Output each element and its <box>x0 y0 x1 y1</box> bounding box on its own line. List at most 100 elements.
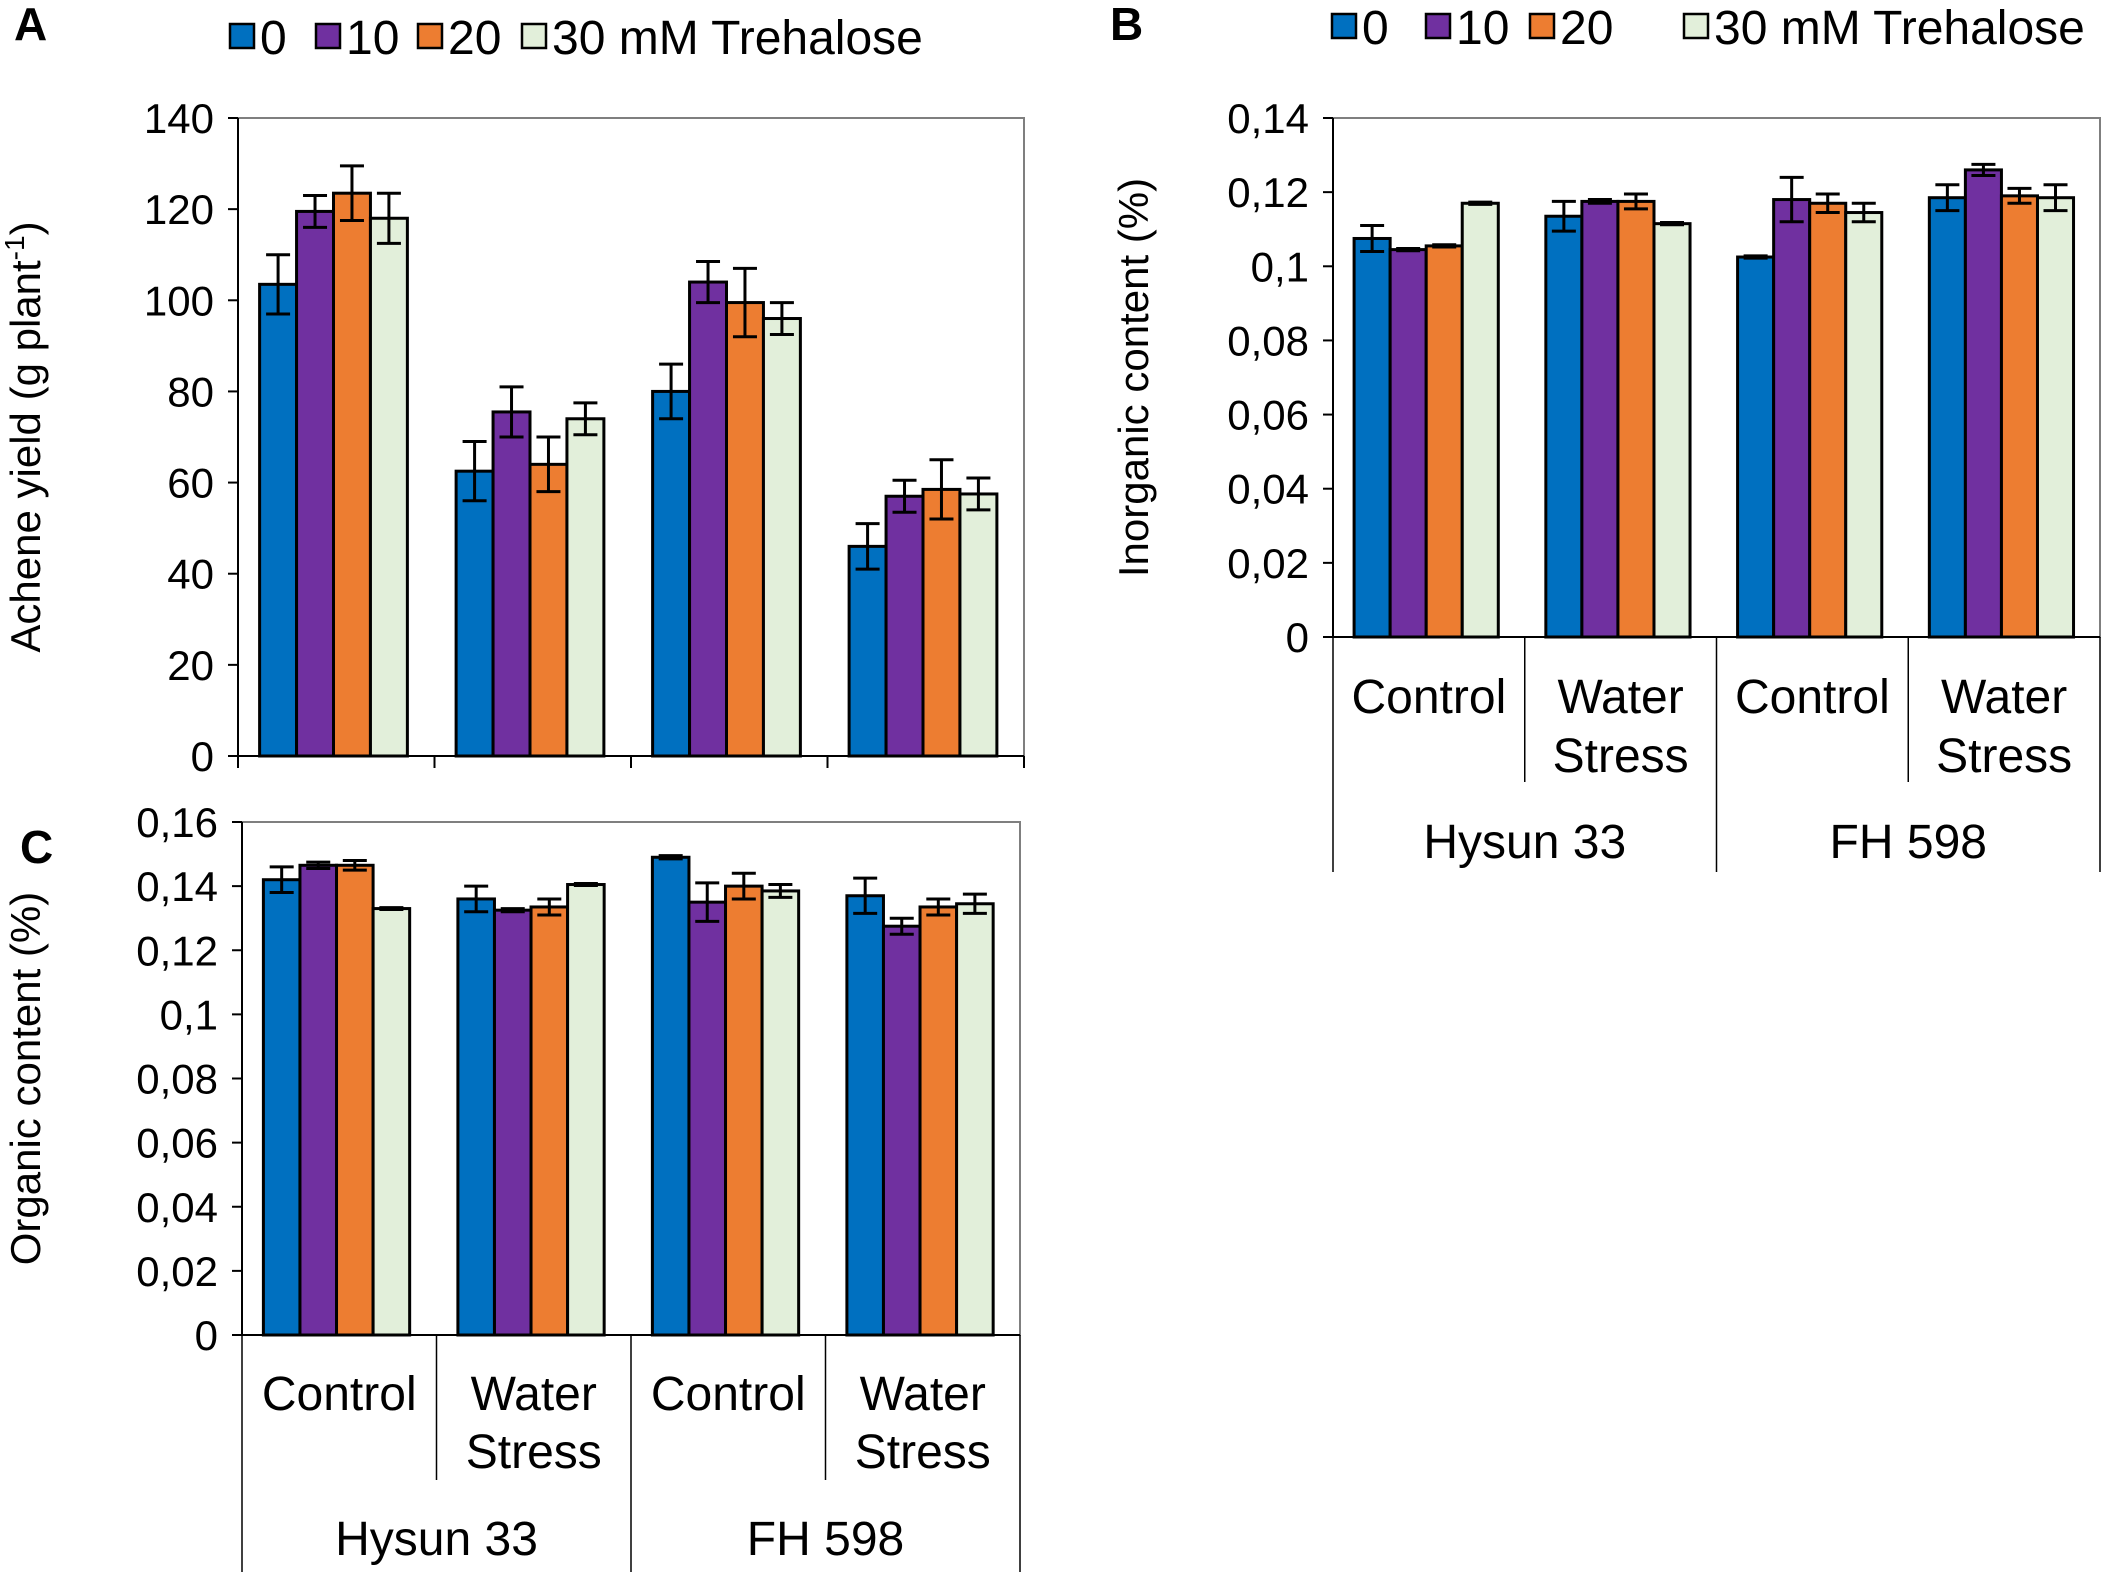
category-label-line1: Water <box>1941 671 2067 724</box>
y-tick-label: 0,02 <box>1227 540 1309 587</box>
y-axis-title: Organic content (%) <box>2 892 49 1266</box>
bar <box>1999 194 2039 639</box>
bar <box>1736 255 1776 639</box>
bar <box>845 894 885 1337</box>
y-tick-label: 140 <box>144 95 214 142</box>
bar <box>1616 199 1656 639</box>
bar <box>335 863 375 1337</box>
y-tick-label: 80 <box>167 368 214 415</box>
bar <box>528 462 569 758</box>
y-tick-label: 20 <box>167 642 214 689</box>
category-label: Control <box>1352 671 1507 724</box>
bar <box>1580 199 1620 639</box>
bar <box>492 908 533 1337</box>
y-tick-label: 0 <box>195 1312 218 1359</box>
bar <box>881 924 922 1337</box>
y-tick-label: 0,14 <box>136 863 218 910</box>
bar <box>1772 198 1812 639</box>
bar <box>761 317 802 758</box>
y-tick-label: 0,16 <box>136 799 218 846</box>
category-label: Control <box>651 1368 806 1421</box>
bar <box>298 863 339 1337</box>
y-axis-title: Inorganic content (%) <box>1110 178 1157 577</box>
bar <box>760 889 801 1337</box>
y-tick-label: 100 <box>144 277 214 324</box>
bar <box>687 900 728 1337</box>
bar <box>2035 196 2076 639</box>
legend-swatch-0 <box>228 22 256 50</box>
legend-swatch-1 <box>1424 12 1452 40</box>
bar <box>261 878 302 1337</box>
bar <box>1460 201 1500 639</box>
legend-label-1: 10 <box>346 12 399 65</box>
y-tick-label: 0,14 <box>1227 95 1309 142</box>
bar <box>651 389 692 758</box>
panel-c: C 0 0,02 0,04 0,06 0,08 0,1 0,12 0,14 0,16 Organic… <box>2 799 1021 1572</box>
bar <box>566 883 606 1337</box>
legend-swatch-0 <box>1330 12 1358 40</box>
bar <box>1927 196 1967 639</box>
category-label-line1: Water <box>1558 671 1684 724</box>
bar <box>1388 248 1428 639</box>
legend-label-1: 10 <box>1456 2 1509 55</box>
legend-label-2: 20 <box>1560 2 1613 55</box>
legend-swatch-2 <box>1528 12 1556 40</box>
legend-swatch-1 <box>314 22 342 50</box>
legend-label-3: 30 mM Trehalose <box>552 12 923 65</box>
legend-swatch-3 <box>520 22 548 50</box>
group-label: Hysun 33 <box>335 1513 538 1566</box>
bar <box>958 492 999 758</box>
y-tick-label: 60 <box>167 460 214 507</box>
legend-label-0: 0 <box>260 12 287 65</box>
y-tick-label: 0 <box>1286 614 1309 661</box>
bar <box>258 282 299 758</box>
bar <box>1544 214 1584 639</box>
y-tick-label: 0,04 <box>136 1184 218 1231</box>
bar <box>371 907 412 1337</box>
y-tick-label: 0,1 <box>160 991 218 1038</box>
panel-label-b: B <box>1110 0 1143 50</box>
bar <box>1352 236 1392 639</box>
y-tick-label: 0,12 <box>1227 169 1309 216</box>
bar <box>1963 168 2003 639</box>
bar <box>491 410 532 758</box>
category-label-line2: Stress <box>1553 730 1689 783</box>
bar <box>955 902 995 1337</box>
bar <box>650 855 691 1337</box>
bar <box>724 884 764 1337</box>
group-label: Hysun 33 <box>1423 816 1626 869</box>
legend-panel-b: 0 10 20 30 mM Trehalose <box>1330 2 2085 55</box>
legend-swatch-3 <box>1682 12 1710 40</box>
legend-swatch-2 <box>416 22 444 50</box>
panel-label-c: C <box>20 821 53 873</box>
category-label-line2: Stress <box>855 1426 991 1479</box>
category-label-line1: Water <box>860 1368 986 1421</box>
bar <box>331 191 372 758</box>
bar <box>368 216 409 758</box>
panel-b: B 0 0,02 0,04 0,06 0,08 0,1 0,12 0,14 Inorganic c… <box>1110 0 2101 872</box>
y-tick-label: 40 <box>167 551 214 598</box>
bar <box>1424 244 1464 639</box>
bar <box>724 301 765 758</box>
legend-label-0: 0 <box>1362 2 1389 55</box>
category-label: Control <box>262 1368 417 1421</box>
bar <box>847 544 888 758</box>
category-label-line1: Water <box>471 1368 597 1421</box>
bar <box>565 417 606 758</box>
y-tick-label: 0,1 <box>1251 243 1309 290</box>
y-tick-label: 0,06 <box>136 1120 218 1167</box>
y-tick-label: 0,04 <box>1227 466 1309 513</box>
bar <box>1808 201 1848 639</box>
bar <box>1844 211 1884 639</box>
bar <box>454 469 495 758</box>
legend-panel-a: 0 10 20 30 mM Trehalose <box>228 12 923 65</box>
bar <box>921 487 962 758</box>
bar <box>456 897 496 1337</box>
y-axis-title: Achene yield (g plant-1) <box>0 221 49 652</box>
panel-label-a: A <box>14 0 47 50</box>
group-label: FH 598 <box>1830 816 1987 869</box>
bar <box>688 280 728 758</box>
category-label: Control <box>1735 671 1890 724</box>
bar <box>884 494 925 758</box>
